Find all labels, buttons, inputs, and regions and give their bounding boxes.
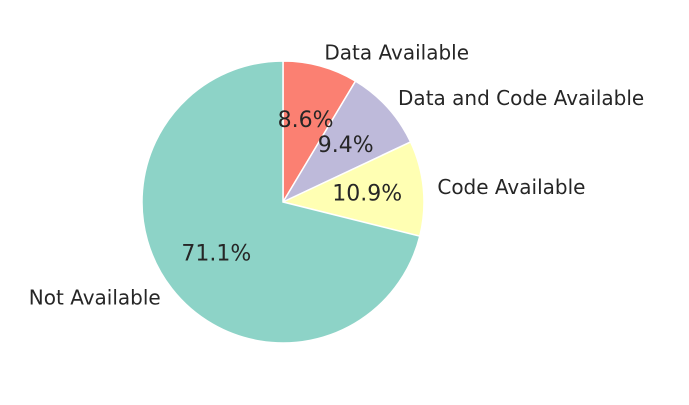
category-label-data-and-code-available: Data and Code Available bbox=[398, 86, 644, 110]
percentage-labels: 8.6%9.4% 10.9% 71.1% bbox=[181, 108, 402, 267]
pie-slices bbox=[141, 60, 425, 344]
pct-label-data-and-code-available: 9.4% bbox=[318, 133, 374, 158]
category-label-not-available: Not Available bbox=[29, 285, 161, 309]
category-label-data-available: Data Available bbox=[324, 41, 469, 65]
pct-label-code-available: 10.9% bbox=[332, 181, 402, 206]
category-label-code-available: Code Available bbox=[437, 175, 585, 199]
category-labels: Data Available Data and Code Available Cod… bbox=[29, 41, 644, 310]
pie-slice-data-and-code-available bbox=[281, 80, 412, 204]
pct-label-data-available: 8.6% bbox=[278, 108, 334, 133]
pct-label-not-available: 71.1% bbox=[181, 242, 251, 267]
pie-slice-code-available bbox=[280, 140, 425, 238]
pie-slice-not-available bbox=[141, 60, 421, 344]
